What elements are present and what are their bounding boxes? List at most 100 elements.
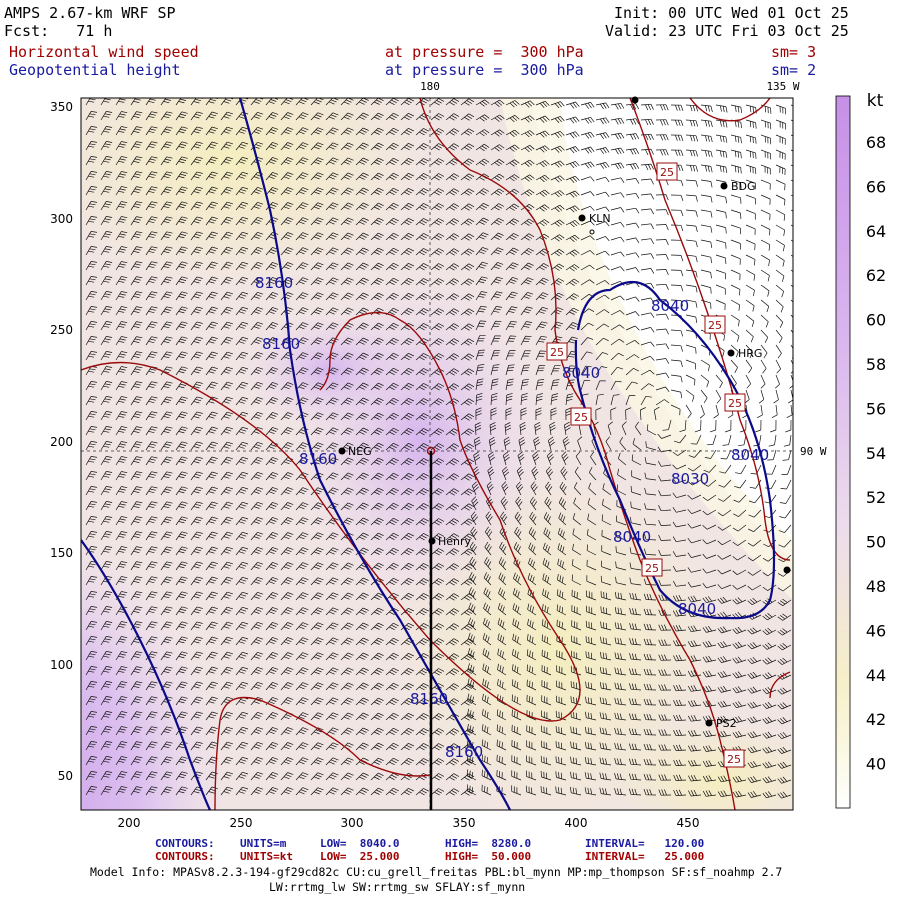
wind-barb <box>160 681 173 691</box>
wind-barb <box>400 532 414 541</box>
wind-barb <box>160 156 173 166</box>
wind-barb <box>355 637 369 646</box>
wind-barb <box>430 563 445 571</box>
wind-barb <box>520 233 535 241</box>
wind-barb <box>460 698 475 706</box>
wind-barb <box>115 471 128 481</box>
wind-barb <box>100 591 113 601</box>
wind-barb <box>520 115 535 123</box>
wind-barb <box>175 171 188 181</box>
wind-barb <box>540 786 552 796</box>
wind-barb <box>220 231 234 241</box>
wind-barb <box>385 652 399 661</box>
wind-barb <box>630 485 642 496</box>
wind-barb <box>550 101 565 109</box>
wind-barb <box>115 531 128 541</box>
wind-barb <box>265 172 279 181</box>
wind-barb <box>220 696 234 706</box>
wind-barb <box>467 663 477 676</box>
wind-barb <box>175 276 188 286</box>
wind-barb <box>775 194 786 206</box>
wind-barb <box>130 261 143 271</box>
wind-barb <box>175 246 188 256</box>
wind-barb <box>130 651 143 661</box>
wind-barb <box>511 785 522 796</box>
wind-barb <box>535 130 550 138</box>
wind-barb <box>555 725 567 736</box>
colorbar-tick: 46 <box>866 621 886 640</box>
wind-barb <box>235 711 249 721</box>
wind-barb <box>235 516 249 526</box>
wind-barb <box>205 711 218 721</box>
wind-barb <box>460 98 475 106</box>
wind-barb <box>415 758 429 766</box>
wind-barb <box>629 668 642 676</box>
wind-barb <box>730 104 743 114</box>
wind-barb <box>265 562 279 571</box>
wind-barb <box>340 622 354 631</box>
wind-barb <box>599 697 612 706</box>
wind-barb <box>130 726 143 736</box>
wind-barb <box>615 530 627 541</box>
station-ps2: PS2 <box>705 717 737 730</box>
wind-barb <box>250 681 264 691</box>
wind-barb <box>673 434 687 444</box>
wind-barb <box>600 575 612 586</box>
station-bdg: BDG <box>720 180 756 193</box>
wind-barb <box>220 381 234 391</box>
wind-barb <box>595 407 602 421</box>
wind-barb <box>235 606 249 616</box>
wind-barb <box>526 710 537 721</box>
wind-barb <box>235 351 249 361</box>
wind-barb <box>415 458 429 466</box>
wind-barb <box>599 712 612 721</box>
wind-barb <box>490 159 505 167</box>
wind-barb <box>445 473 460 481</box>
wind-barb <box>687 715 702 722</box>
wind-barb <box>145 411 158 421</box>
wind-barb <box>415 233 429 241</box>
wind-barb <box>688 789 702 797</box>
wind-barb <box>763 539 777 548</box>
wind-barb <box>175 681 188 691</box>
height-label: 8160 <box>410 690 448 708</box>
wind-barb <box>747 761 762 769</box>
wind-barb <box>265 277 279 286</box>
wind-barb <box>430 113 445 121</box>
y-tick: 250 <box>50 323 73 337</box>
wind-barb <box>190 231 203 241</box>
wind-barb <box>557 543 567 556</box>
wind-barb <box>535 174 550 183</box>
wind-barb <box>570 711 582 721</box>
wind-barb <box>745 284 755 297</box>
wind-barb <box>475 276 488 286</box>
wind-barb <box>160 621 173 631</box>
wind-barb <box>265 787 279 796</box>
wind-barb <box>370 352 384 361</box>
wind-barb <box>325 442 339 451</box>
wind-barb <box>400 307 414 316</box>
wind-barb <box>483 602 492 616</box>
wind-barb <box>325 322 339 331</box>
wind-barb <box>511 724 522 736</box>
wind-barb <box>310 772 324 781</box>
wind-barb <box>85 486 98 496</box>
wind-barb <box>490 129 505 137</box>
wind-barb <box>370 247 384 256</box>
wind-barb <box>400 712 414 721</box>
wind-barb <box>505 129 520 137</box>
wind-barb <box>115 351 128 361</box>
wind-barb <box>460 443 475 451</box>
footer-speed-high: HIGH= 50.000 <box>445 850 532 863</box>
wind-barb <box>658 774 672 781</box>
wind-barb <box>130 546 143 556</box>
wind-barb <box>505 306 518 316</box>
wind-barb <box>445 533 460 541</box>
wind-barb <box>430 158 445 166</box>
wind-barb <box>778 554 792 563</box>
wind-barb <box>760 269 770 282</box>
wind-barb <box>670 344 683 352</box>
wind-barb <box>640 103 654 111</box>
wind-barb <box>295 412 309 421</box>
wind-barb <box>777 702 792 710</box>
